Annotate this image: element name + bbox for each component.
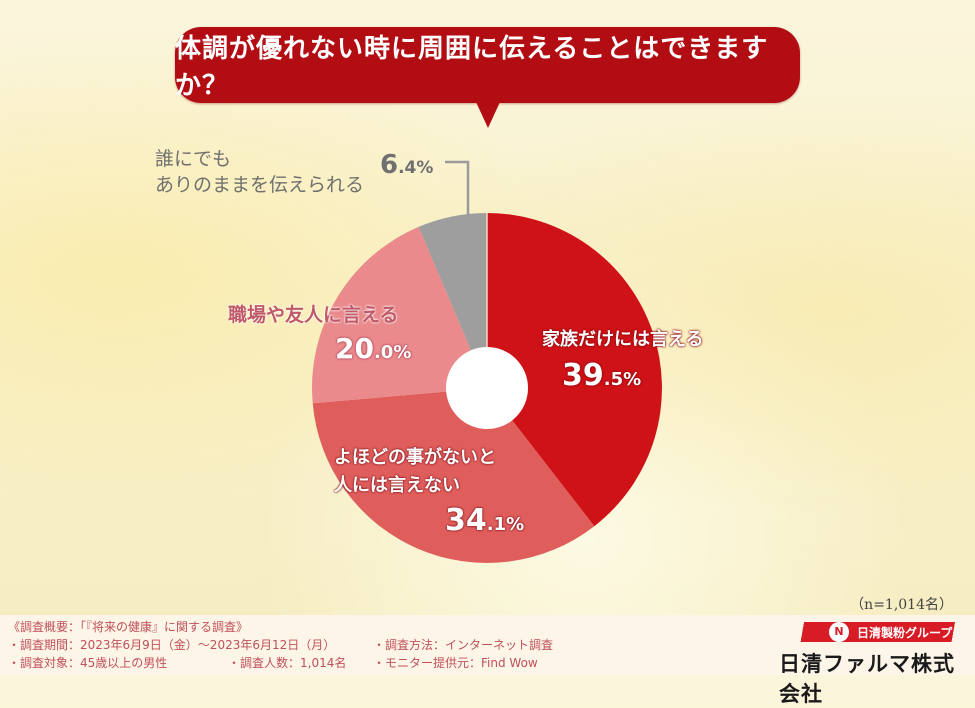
slice-rarely [312,388,595,563]
survey-method: ・調査方法：インターネット調査 [373,638,554,652]
slice-anyone [418,213,487,388]
chart-title: 体調が優れない時に周囲に伝えることはできますか？ [175,34,769,101]
survey-provider: ・モニター提供元：Find Wow [373,656,538,670]
logo-group-name: 日清製粉グループ [857,626,953,640]
pct-dec: .4% [398,158,434,178]
pct-work-friends: 20.0% [335,332,411,365]
pct-dec: .0% [373,342,412,363]
pct-int: 34 [445,503,487,538]
label-work-friends: 職場や友人に言える [228,304,399,326]
pct-dec: .1% [486,514,525,535]
pct-dec: .5% [603,369,642,390]
logo-band [777,622,967,642]
pct-int: 20 [335,332,374,365]
donut-chart [312,160,662,563]
bubble-tail [476,102,500,128]
question-bubble: 体調が優れない時に周囲に伝えることはできますか？ [175,27,800,103]
label-anyone-line2: ありのままを伝えられる [155,174,365,196]
survey-heading: 《調査概要：「『将来の健康』に関する調査》 [8,620,249,634]
label-rarely: よほどの事がないと 人には言えない [334,444,496,500]
label-family-only: 家族だけには言える [542,329,704,350]
label-anyone: 誰にでも ありのままを伝えられる [155,146,364,198]
survey-target: ・調査対象：45歳以上の男性 [8,656,168,670]
label-rarely-line2: 人には言えない [334,475,460,496]
label-anyone-line1: 誰にでも [155,148,232,170]
sample-size: （n=1,014名） [850,597,953,613]
nisshin-mark-icon: N [829,622,849,642]
company-logo: N 日清製粉グループ 日清ファルマ株式会社 [777,619,967,706]
donut-hole [446,347,528,429]
pct-int: 39 [562,358,604,393]
survey-period: ・調査期間：2023年6月9日（金）～2023年6月12日（月） [8,638,336,652]
survey-count: ・調査人数：1,014名 [228,656,347,670]
footer: 《調査概要：「『将来の健康』に関する調査》 ・調査期間：2023年6月9日（金）… [0,615,975,706]
pct-family-only: 39.5% [562,358,641,393]
pct-rarely: 34.1% [445,503,524,538]
pct-anyone: 6.4% [380,150,433,180]
logo-company-name: 日清ファルマ株式会社 [779,652,955,706]
leader-line [445,160,470,217]
slice-work-friends [312,226,487,404]
pct-int: 6 [380,150,399,180]
label-rarely-line1: よほどの事がないと [334,447,496,468]
slice-family-only [487,213,662,527]
